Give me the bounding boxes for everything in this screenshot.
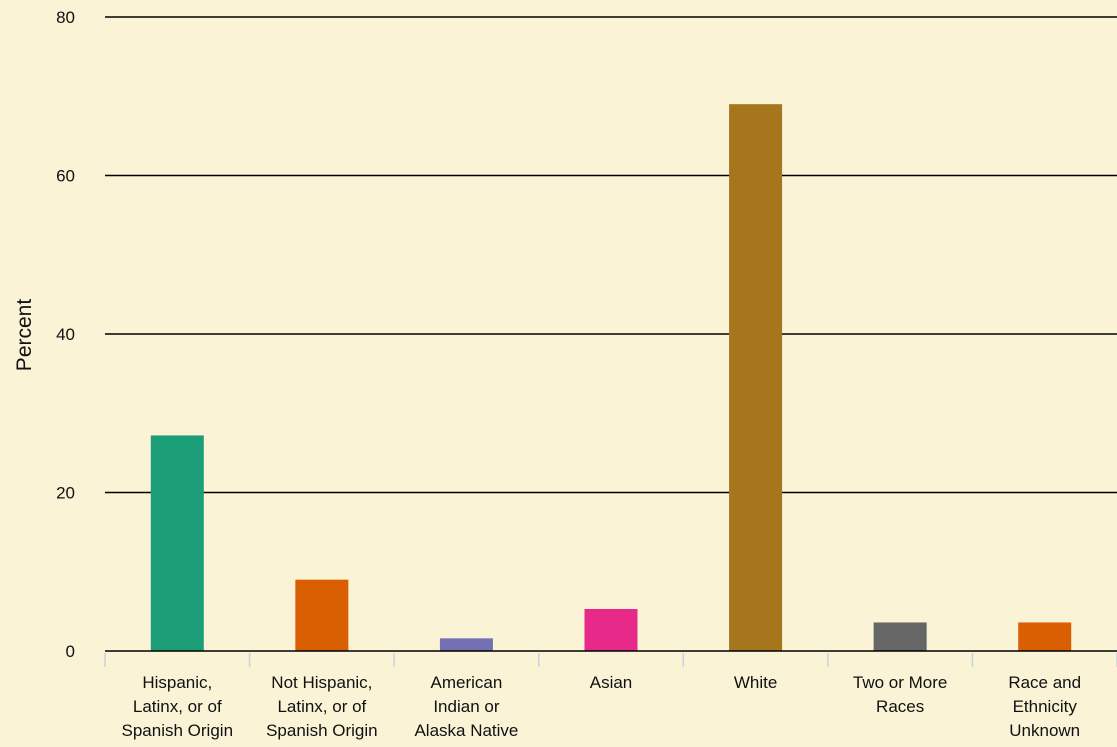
y-tick-label: 80 [56, 8, 75, 27]
x-category-label: Race and Ethnicity Unknown [1008, 673, 1081, 740]
bar [295, 579, 349, 651]
x-category-label: Not Hispanic, Latinx, or of Spanish Origin [266, 673, 378, 740]
y-tick-label: 20 [56, 484, 75, 503]
y-tick-label: 60 [56, 167, 75, 186]
x-category-label: White [734, 673, 777, 692]
x-category-label: Hispanic, Latinx, or of Spanish Origin [122, 673, 234, 740]
bar [584, 608, 638, 651]
y-tick-label: 40 [56, 325, 75, 344]
x-category-label: American Indian or Alaska Native [414, 673, 518, 740]
bar [873, 622, 927, 651]
bars [150, 104, 1072, 652]
x-category-label: Asian [590, 673, 633, 692]
bar [439, 638, 493, 651]
gridlines [105, 16, 1117, 494]
bar [150, 435, 204, 651]
bar [1018, 622, 1072, 651]
x-category-label: Two or More Races [853, 673, 947, 716]
bar [729, 104, 783, 652]
y-tick-label: 0 [66, 642, 75, 661]
x-axis-ticks: Hispanic, Latinx, or of Spanish Origin Not … [104, 650, 1117, 740]
y-axis-ticks: 0 20 40 60 80 [56, 8, 75, 661]
y-axis-title: Percent [13, 299, 36, 372]
